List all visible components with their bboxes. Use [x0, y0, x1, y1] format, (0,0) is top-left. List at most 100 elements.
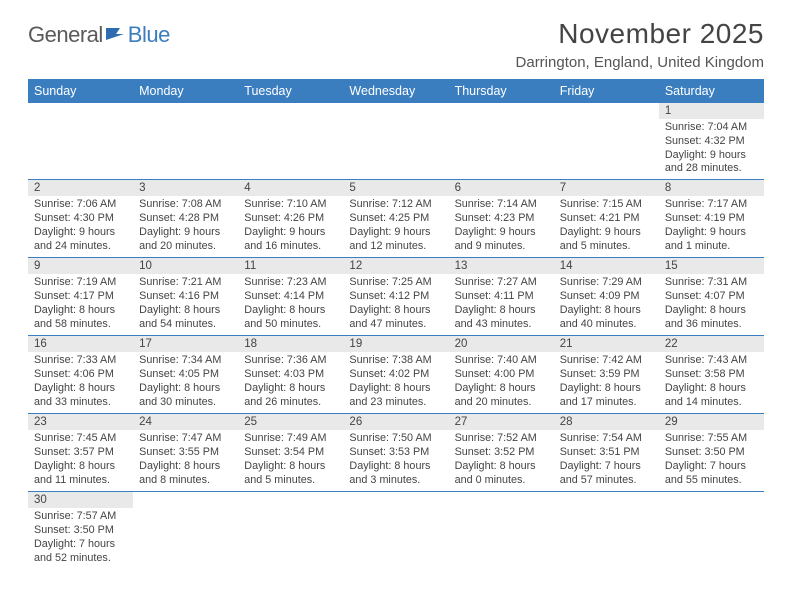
- daylight1-text: Daylight: 8 hours: [244, 382, 337, 396]
- logo: General Blue: [28, 18, 170, 48]
- day-number: 20: [449, 336, 554, 352]
- calendar-cell: [554, 103, 659, 180]
- calendar-cell: 11Sunrise: 7:23 AMSunset: 4:14 PMDayligh…: [238, 258, 343, 336]
- sunrise-text: Sunrise: 7:23 AM: [244, 276, 337, 290]
- day-number: 3: [133, 180, 238, 196]
- calendar-cell: 7Sunrise: 7:15 AMSunset: 4:21 PMDaylight…: [554, 180, 659, 258]
- day-number: 10: [133, 258, 238, 274]
- calendar-cell: 4Sunrise: 7:10 AMSunset: 4:26 PMDaylight…: [238, 180, 343, 258]
- daylight1-text: Daylight: 8 hours: [34, 460, 127, 474]
- sunrise-text: Sunrise: 7:12 AM: [349, 198, 442, 212]
- daylight1-text: Daylight: 8 hours: [349, 304, 442, 318]
- calendar-cell: 15Sunrise: 7:31 AMSunset: 4:07 PMDayligh…: [659, 258, 764, 336]
- sunset-text: Sunset: 4:00 PM: [455, 368, 548, 382]
- daylight2-text: and 26 minutes.: [244, 396, 337, 410]
- sunset-text: Sunset: 4:06 PM: [34, 368, 127, 382]
- sunrise-text: Sunrise: 7:33 AM: [34, 354, 127, 368]
- day-header: Saturday: [659, 79, 764, 103]
- day-content: Sunrise: 7:27 AMSunset: 4:11 PMDaylight:…: [449, 274, 554, 334]
- day-content: Sunrise: 7:34 AMSunset: 4:05 PMDaylight:…: [133, 352, 238, 412]
- daylight2-text: and 16 minutes.: [244, 240, 337, 254]
- sunrise-text: Sunrise: 7:06 AM: [34, 198, 127, 212]
- day-number: 1: [659, 103, 764, 119]
- daylight2-text: and 57 minutes.: [560, 474, 653, 488]
- daylight1-text: Daylight: 9 hours: [560, 226, 653, 240]
- daylight1-text: Daylight: 8 hours: [244, 460, 337, 474]
- sunrise-text: Sunrise: 7:10 AM: [244, 198, 337, 212]
- location: Darrington, England, United Kingdom: [516, 54, 764, 71]
- daylight2-text: and 36 minutes.: [665, 318, 758, 332]
- calendar-cell: [659, 492, 764, 570]
- sunrise-text: Sunrise: 7:42 AM: [560, 354, 653, 368]
- day-content: Sunrise: 7:08 AMSunset: 4:28 PMDaylight:…: [133, 196, 238, 256]
- sunrise-text: Sunrise: 7:27 AM: [455, 276, 548, 290]
- daylight1-text: Daylight: 9 hours: [349, 226, 442, 240]
- day-content: Sunrise: 7:21 AMSunset: 4:16 PMDaylight:…: [133, 274, 238, 334]
- sunrise-text: Sunrise: 7:45 AM: [34, 432, 127, 446]
- sunset-text: Sunset: 3:51 PM: [560, 446, 653, 460]
- sunrise-text: Sunrise: 7:17 AM: [665, 198, 758, 212]
- sunrise-text: Sunrise: 7:38 AM: [349, 354, 442, 368]
- day-content: Sunrise: 7:45 AMSunset: 3:57 PMDaylight:…: [28, 430, 133, 490]
- calendar-cell: 10Sunrise: 7:21 AMSunset: 4:16 PMDayligh…: [133, 258, 238, 336]
- sunrise-text: Sunrise: 7:36 AM: [244, 354, 337, 368]
- daylight2-text: and 24 minutes.: [34, 240, 127, 254]
- daylight1-text: Daylight: 9 hours: [665, 226, 758, 240]
- daylight2-text: and 52 minutes.: [34, 552, 127, 566]
- day-content: Sunrise: 7:55 AMSunset: 3:50 PMDaylight:…: [659, 430, 764, 490]
- sunset-text: Sunset: 4:05 PM: [139, 368, 232, 382]
- daylight1-text: Daylight: 8 hours: [560, 304, 653, 318]
- sunset-text: Sunset: 4:16 PM: [139, 290, 232, 304]
- sunrise-text: Sunrise: 7:40 AM: [455, 354, 548, 368]
- day-content: Sunrise: 7:40 AMSunset: 4:00 PMDaylight:…: [449, 352, 554, 412]
- calendar-cell: [133, 103, 238, 180]
- day-number: 24: [133, 414, 238, 430]
- daylight2-text: and 0 minutes.: [455, 474, 548, 488]
- calendar-week: 23Sunrise: 7:45 AMSunset: 3:57 PMDayligh…: [28, 414, 764, 492]
- day-content: Sunrise: 7:25 AMSunset: 4:12 PMDaylight:…: [343, 274, 448, 334]
- daylight2-text: and 20 minutes.: [139, 240, 232, 254]
- sunset-text: Sunset: 4:02 PM: [349, 368, 442, 382]
- calendar-cell: 19Sunrise: 7:38 AMSunset: 4:02 PMDayligh…: [343, 336, 448, 414]
- logo-word2: Blue: [128, 22, 170, 48]
- sunset-text: Sunset: 4:17 PM: [34, 290, 127, 304]
- day-number: 4: [238, 180, 343, 196]
- daylight2-text: and 17 minutes.: [560, 396, 653, 410]
- day-content: Sunrise: 7:38 AMSunset: 4:02 PMDaylight:…: [343, 352, 448, 412]
- calendar-cell: 20Sunrise: 7:40 AMSunset: 4:00 PMDayligh…: [449, 336, 554, 414]
- daylight2-text: and 3 minutes.: [349, 474, 442, 488]
- daylight2-text: and 20 minutes.: [455, 396, 548, 410]
- sunset-text: Sunset: 4:03 PM: [244, 368, 337, 382]
- calendar-cell: 29Sunrise: 7:55 AMSunset: 3:50 PMDayligh…: [659, 414, 764, 492]
- day-content: Sunrise: 7:50 AMSunset: 3:53 PMDaylight:…: [343, 430, 448, 490]
- day-header: Friday: [554, 79, 659, 103]
- calendar-week: 30Sunrise: 7:57 AMSunset: 3:50 PMDayligh…: [28, 492, 764, 570]
- day-number: 17: [133, 336, 238, 352]
- daylight1-text: Daylight: 8 hours: [665, 304, 758, 318]
- day-content: Sunrise: 7:10 AMSunset: 4:26 PMDaylight:…: [238, 196, 343, 256]
- calendar-cell: 2Sunrise: 7:06 AMSunset: 4:30 PMDaylight…: [28, 180, 133, 258]
- daylight1-text: Daylight: 9 hours: [34, 226, 127, 240]
- day-number: 7: [554, 180, 659, 196]
- daylight2-text: and 5 minutes.: [560, 240, 653, 254]
- daylight2-text: and 43 minutes.: [455, 318, 548, 332]
- sunset-text: Sunset: 4:19 PM: [665, 212, 758, 226]
- daylight1-text: Daylight: 8 hours: [560, 382, 653, 396]
- daylight2-text: and 54 minutes.: [139, 318, 232, 332]
- daylight1-text: Daylight: 8 hours: [34, 304, 127, 318]
- day-content: Sunrise: 7:12 AMSunset: 4:25 PMDaylight:…: [343, 196, 448, 256]
- sunrise-text: Sunrise: 7:14 AM: [455, 198, 548, 212]
- daylight1-text: Daylight: 8 hours: [244, 304, 337, 318]
- day-number: 15: [659, 258, 764, 274]
- day-number: 21: [554, 336, 659, 352]
- day-content: Sunrise: 7:36 AMSunset: 4:03 PMDaylight:…: [238, 352, 343, 412]
- daylight1-text: Daylight: 9 hours: [665, 149, 758, 163]
- calendar-cell: 14Sunrise: 7:29 AMSunset: 4:09 PMDayligh…: [554, 258, 659, 336]
- day-number: 25: [238, 414, 343, 430]
- calendar-cell: 3Sunrise: 7:08 AMSunset: 4:28 PMDaylight…: [133, 180, 238, 258]
- day-header: Monday: [133, 79, 238, 103]
- calendar-cell: 5Sunrise: 7:12 AMSunset: 4:25 PMDaylight…: [343, 180, 448, 258]
- daylight1-text: Daylight: 8 hours: [455, 460, 548, 474]
- sunset-text: Sunset: 4:23 PM: [455, 212, 548, 226]
- calendar-body: 1Sunrise: 7:04 AMSunset: 4:32 PMDaylight…: [28, 103, 764, 570]
